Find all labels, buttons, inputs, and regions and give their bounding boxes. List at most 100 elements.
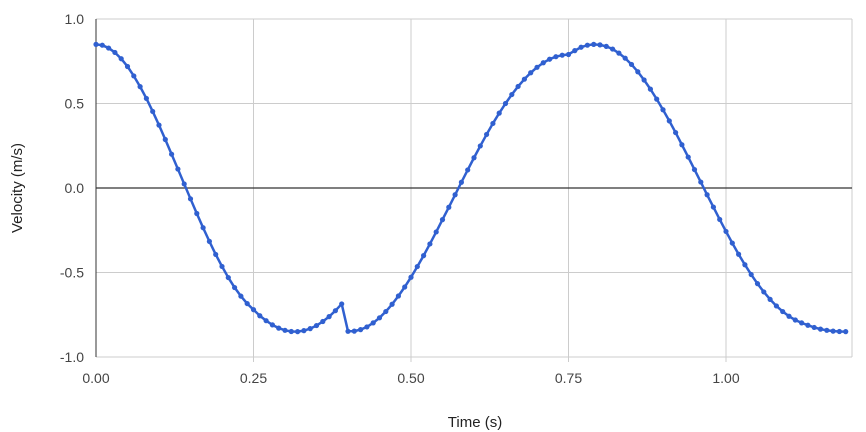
data-point [137,84,143,90]
data-point [521,76,528,82]
data-point [754,281,761,287]
grid-lines [96,18,853,362]
data-point [238,293,244,299]
data-point [591,41,597,47]
data-point [295,329,301,335]
data-point [320,318,326,325]
data-point [565,51,572,58]
data-point [452,192,458,198]
data-point [112,49,118,56]
data-point [685,154,691,160]
data-point [654,96,660,102]
data-point [446,204,452,210]
data-point [106,45,112,51]
data-point [345,328,351,334]
data-point [276,325,282,331]
data-point [622,55,628,61]
data-point [402,284,408,290]
data-point [124,63,131,70]
data-point [704,192,710,198]
data-point [679,142,685,148]
data-point [213,251,219,258]
data-point [93,41,99,47]
data-point [811,324,817,331]
data-point [250,307,257,313]
x-tick-label: 0.50 [397,370,424,386]
data-point [200,225,206,231]
data-point [326,314,332,320]
data-point [610,46,616,52]
x-tick-label: 0.00 [82,370,109,386]
data-point [169,151,175,157]
data-point [817,326,824,332]
data-point [502,100,509,107]
data-point [477,143,483,149]
data-point [376,315,383,321]
data-point [225,274,231,281]
y-tick-label: -1.0 [60,349,84,365]
axes [95,19,852,357]
data-point [673,129,679,136]
data-point [118,56,124,62]
data-point [408,274,414,280]
data-point [143,95,149,102]
data-point [232,284,238,291]
data-point [282,327,288,333]
y-axis-title: Velocity (m/s) [9,143,26,233]
data-point [131,73,137,79]
series-velocity [93,41,849,335]
data-point [761,289,767,295]
data-point [578,44,584,50]
data-point [421,253,427,259]
data-point [717,216,723,223]
data-point [496,110,502,116]
data-point [736,251,742,257]
data-point [288,328,294,335]
data-point [458,179,464,185]
data-point [647,86,654,92]
data-point [748,271,754,278]
data-point [603,43,609,49]
data-point [465,167,471,173]
data-point [597,42,603,48]
data-point [364,324,370,330]
y-tick-label: 0.0 [65,180,85,196]
data-point [351,328,357,334]
x-axis-title: Time (s) [448,414,502,431]
data-point [332,308,338,314]
data-point [780,308,786,315]
data-point [584,42,591,48]
data-point [395,293,401,299]
data-point [723,228,729,235]
data-point [439,217,446,223]
data-point [799,320,805,326]
data-point [162,136,168,143]
x-tick-label: 0.75 [555,370,582,386]
x-tick-label: 0.25 [240,370,267,386]
tick-labels: 1.0 0.5 0.0 -0.5 -1.0 0.00 0.25 0.50 0.75 1.00 [60,11,740,386]
data-point [175,166,181,172]
data-point [773,303,780,309]
data-point [547,56,553,62]
data-point [370,320,376,326]
data-point [99,42,105,48]
y-tick-label: -0.5 [60,265,84,281]
data-point [628,61,635,68]
data-point [572,48,578,54]
data-point [433,229,439,235]
data-point [383,308,389,315]
data-point [534,64,540,70]
data-point [427,241,433,247]
data-point [263,318,269,324]
data-point [339,301,345,307]
data-point [836,328,843,335]
data-point [257,313,263,319]
data-point [616,50,622,56]
data-point [414,263,420,270]
data-point [509,91,515,98]
data-point [824,327,830,333]
data-point [786,313,792,319]
data-point [559,52,565,58]
data-point [666,118,672,124]
data-point [540,60,546,66]
